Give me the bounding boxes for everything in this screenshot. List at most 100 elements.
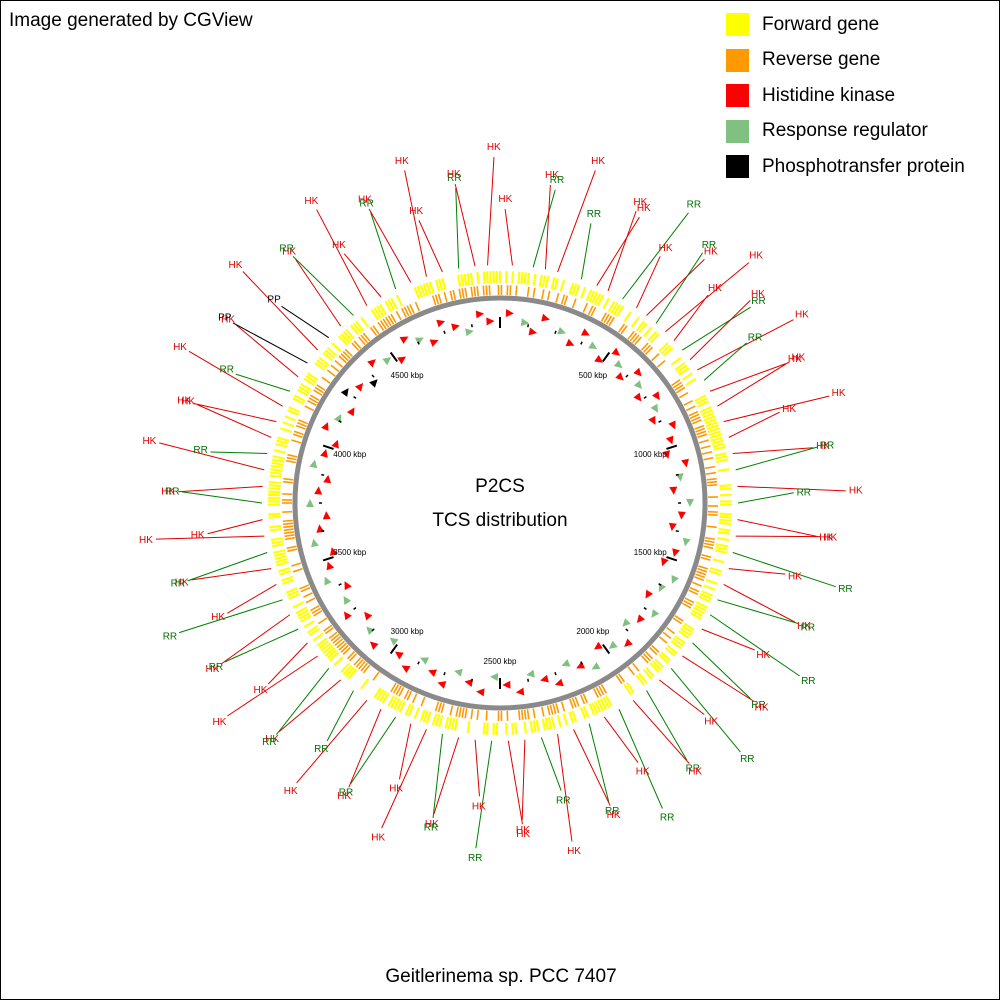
minor-tick — [338, 420, 342, 423]
legend-label-pp: Phosphotransfer protein — [762, 155, 965, 177]
rr-label: RR — [740, 754, 754, 765]
hk-label: HK — [567, 846, 581, 857]
tcs-marker — [677, 511, 686, 520]
forward-gene-mark — [662, 346, 674, 357]
cgview-credit: Image generated by CGView — [9, 10, 253, 31]
feature-callout-line — [573, 729, 611, 806]
reverse-gene-mark — [362, 332, 371, 342]
hk-label: HK — [181, 397, 195, 408]
reverse-gene-mark — [369, 327, 378, 337]
tcs-marker — [561, 659, 571, 667]
reverse-gene-mark — [362, 664, 371, 674]
rr-label: RR — [171, 578, 185, 589]
major-tick — [666, 556, 678, 562]
reverse-gene-mark — [703, 456, 714, 461]
reverse-gene-mark — [324, 626, 334, 635]
reverse-gene-mark — [640, 342, 649, 351]
rr-label: RR — [838, 584, 852, 595]
forward-gene-mark — [342, 664, 353, 676]
tcs-marker — [464, 678, 474, 687]
hk-label: HK — [819, 532, 833, 543]
rr-label: RR — [660, 812, 674, 823]
kbp-tick-label: 4500 kbp — [391, 371, 424, 380]
reverse-gene-mark — [582, 693, 589, 704]
organism-name: Geitlerinema sp. PCC 7407 — [385, 966, 617, 987]
feature-callout-line — [275, 668, 330, 735]
feature-callout-line — [732, 552, 836, 588]
reverse-gene-mark — [598, 685, 605, 696]
feature-callout-line — [544, 184, 551, 270]
forward-gene-mark — [288, 406, 301, 414]
feature-callout-line — [540, 737, 562, 791]
legend-item-phosphotransfer: Phosphotransfer protein — [726, 149, 965, 185]
minor-tick — [554, 672, 557, 676]
tcs-marker — [576, 661, 586, 669]
reverse-gene-mark — [631, 662, 640, 672]
feature-callout-line — [665, 262, 750, 333]
feature-callout-line — [433, 737, 460, 815]
forward-gene-mark — [705, 578, 718, 585]
tcs-marker — [515, 687, 525, 696]
reverse-gene-mark — [291, 562, 302, 567]
hk-label: HK — [173, 342, 187, 353]
feature-callout-line — [521, 739, 526, 821]
feature-callout-line — [646, 690, 688, 761]
forward-gene-mark — [647, 330, 658, 342]
rr-label: RR — [797, 487, 811, 498]
reverse-gene-mark — [600, 312, 608, 322]
forward-gene-mark — [345, 666, 355, 678]
forward-gene-mark — [602, 297, 610, 310]
tcs-marker — [475, 310, 485, 319]
rr-label: RR — [262, 737, 276, 748]
minor-tick — [580, 661, 583, 665]
feature-callout-line — [316, 209, 368, 306]
reverse-gene-mark — [292, 433, 303, 439]
tcs-marker — [591, 662, 601, 670]
forward-gene-mark — [390, 297, 398, 310]
feature-callout-line — [717, 361, 790, 407]
feature-callout-line — [197, 404, 272, 438]
reverse-gene-mark — [299, 584, 310, 590]
reverse-gene-mark — [696, 570, 707, 576]
feature-callout-line — [737, 519, 817, 537]
feature-callout-line — [735, 446, 818, 471]
reverse-gene-mark — [649, 646, 658, 656]
reverse-gene-mark — [310, 605, 320, 612]
reverse-gene-mark — [526, 286, 530, 297]
reverse-gene-mark — [696, 430, 707, 436]
forward-gene-mark — [719, 487, 732, 491]
reverse-gene-mark — [334, 638, 344, 647]
tcs-marker — [389, 637, 399, 646]
tcs-marker — [633, 367, 642, 377]
tcs-marker — [321, 422, 329, 432]
forward-gene-mark — [296, 388, 309, 397]
forward-gene-mark — [719, 518, 732, 522]
feature-callout-line — [487, 157, 495, 266]
tcs-marker — [401, 665, 411, 674]
forward-gene-mark — [615, 305, 624, 318]
feature-callout-line — [178, 485, 263, 493]
feature-callout-line — [381, 729, 427, 829]
forward-gene-mark — [268, 515, 281, 519]
reverse-gene-mark — [297, 422, 307, 428]
forward-gene-mark — [428, 281, 435, 294]
reverse-gene-mark — [286, 545, 297, 550]
minor-tick — [353, 396, 357, 399]
reverse-gene-mark — [316, 384, 326, 391]
forward-gene-mark — [613, 303, 622, 316]
reverse-gene-mark — [282, 480, 294, 484]
feature-callout-line — [242, 271, 319, 351]
tcs-marker — [650, 403, 659, 413]
hk-label: HK — [447, 169, 461, 180]
reverse-gene-mark — [387, 315, 395, 325]
minor-tick — [417, 341, 420, 345]
tcs-marker — [502, 680, 511, 689]
forward-gene-mark — [398, 700, 406, 713]
forward-gene-mark — [270, 464, 284, 469]
tcs-marker — [428, 669, 438, 677]
feature-callout-line — [646, 259, 705, 316]
forward-gene-mark — [376, 688, 385, 701]
reverse-gene-mark — [697, 567, 708, 573]
legend-item-forward-gene: Forward gene — [726, 7, 965, 43]
hk-label: HK — [516, 829, 530, 840]
